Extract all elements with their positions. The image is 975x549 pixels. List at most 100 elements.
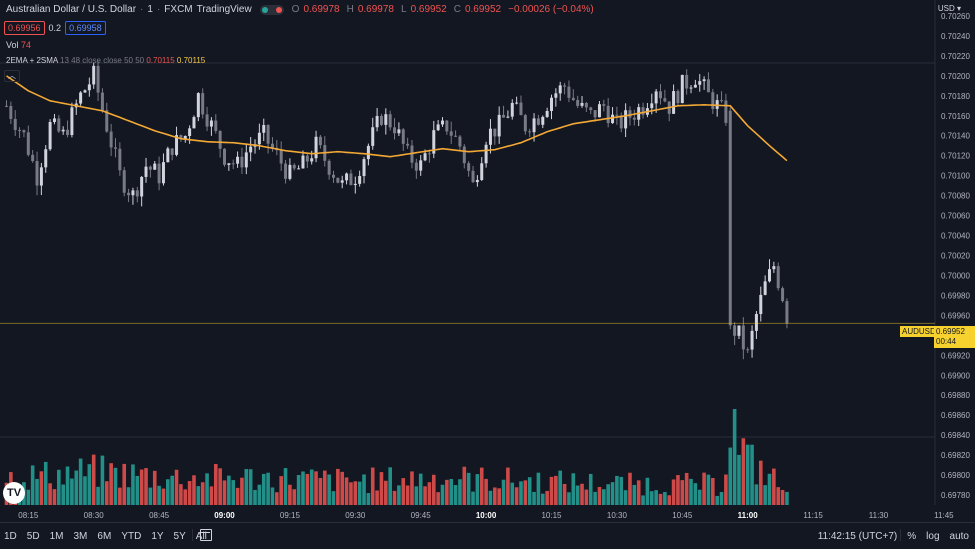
collapse-legend-button[interactable]: ︿ bbox=[4, 70, 20, 82]
candle-body bbox=[288, 164, 292, 179]
candle-body bbox=[87, 84, 91, 91]
clock-timezone[interactable]: 11:42:15 (UTC+7) bbox=[817, 531, 898, 542]
candle-body bbox=[632, 117, 636, 120]
candle-body bbox=[262, 124, 266, 133]
volume-bar bbox=[597, 487, 602, 505]
volume-bar bbox=[43, 461, 48, 505]
range-3m[interactable]: 3M bbox=[73, 531, 88, 542]
volume-bar bbox=[440, 484, 445, 505]
volume-bar bbox=[514, 487, 519, 505]
range-ytd[interactable]: YTD bbox=[121, 531, 142, 542]
volume-bar bbox=[785, 491, 789, 505]
volume-bar bbox=[179, 484, 183, 505]
candle-body bbox=[384, 114, 388, 125]
volume-bar bbox=[336, 468, 340, 505]
candle-body bbox=[170, 148, 174, 155]
candle-body bbox=[13, 118, 17, 131]
volume-bar bbox=[466, 472, 471, 505]
volume-bar bbox=[91, 454, 96, 505]
candle-body bbox=[475, 179, 479, 183]
volume-bar bbox=[349, 482, 353, 505]
indicator-value-1: 0.70115 bbox=[146, 56, 175, 65]
candle-body bbox=[768, 269, 771, 282]
candle-body bbox=[92, 65, 96, 85]
candle-body bbox=[236, 156, 240, 164]
volume-bar bbox=[663, 492, 667, 505]
candle-body bbox=[349, 173, 353, 186]
range-all[interactable]: All bbox=[195, 531, 207, 542]
candle-body bbox=[79, 92, 83, 104]
candle-body bbox=[445, 120, 449, 132]
volume-bar bbox=[61, 484, 65, 505]
candle-body bbox=[340, 180, 344, 183]
ask-price-button[interactable]: 0.69958 bbox=[65, 21, 106, 35]
volume-bar bbox=[261, 473, 266, 505]
candle-body bbox=[257, 132, 261, 145]
volume-bar bbox=[780, 489, 785, 505]
indicator-legend[interactable]: 2EMA + 2SMA 13 48 close close 50 50 0.70… bbox=[6, 56, 205, 65]
candle-body bbox=[379, 115, 383, 125]
ohlc-close-label: C bbox=[453, 4, 461, 15]
indicator-name: 2EMA + 2SMA bbox=[6, 56, 58, 65]
range-6m[interactable]: 6M bbox=[97, 531, 112, 542]
candle-body bbox=[157, 163, 161, 184]
market-status-toggle[interactable] bbox=[259, 4, 284, 15]
percent-scale-toggle[interactable]: % bbox=[907, 531, 917, 542]
volume-bar bbox=[506, 467, 510, 505]
tradingview-logo-icon[interactable]: TV bbox=[3, 482, 25, 504]
volume-bar bbox=[436, 492, 440, 505]
candle-body bbox=[541, 116, 545, 125]
volume-bar bbox=[523, 480, 528, 505]
range-5d[interactable]: 5D bbox=[26, 531, 40, 542]
candle-body bbox=[454, 135, 458, 137]
volume-bar bbox=[418, 473, 423, 505]
bid-price-button[interactable]: 0.69956 bbox=[4, 21, 45, 35]
volume-bar bbox=[283, 468, 288, 505]
range-1m[interactable]: 1M bbox=[49, 531, 64, 542]
log-scale-toggle[interactable]: log bbox=[926, 531, 940, 542]
volume-bar bbox=[654, 490, 658, 505]
volume-bar bbox=[388, 467, 392, 505]
range-1y[interactable]: 1Y bbox=[151, 531, 164, 542]
volume-bar bbox=[174, 469, 179, 505]
candle-body bbox=[523, 115, 527, 132]
volume-bar bbox=[266, 472, 270, 505]
auto-scale-toggle[interactable]: auto bbox=[949, 531, 969, 542]
volume-bar bbox=[697, 489, 702, 505]
candle-body bbox=[358, 176, 362, 184]
symbol-title[interactable]: Australian Dollar / U.S. Dollar bbox=[6, 4, 137, 15]
candle-body bbox=[515, 102, 519, 104]
candle-body bbox=[57, 118, 61, 132]
volume-bar bbox=[449, 479, 454, 505]
price-axis[interactable]: 0.70260 0.70240 0.70220 0.70200 0.70180 0.701… bbox=[941, 12, 970, 500]
candle-body bbox=[292, 164, 296, 169]
volume-legend[interactable]: Vol 74 bbox=[6, 40, 31, 50]
volume-bar bbox=[732, 408, 737, 505]
interval-label[interactable]: 1 bbox=[147, 4, 153, 15]
currency-selector[interactable]: USD ▾ bbox=[938, 4, 961, 13]
volume-bar bbox=[737, 454, 741, 505]
candle-body bbox=[593, 110, 597, 118]
volume-bar bbox=[580, 483, 584, 505]
volume-bar bbox=[392, 490, 397, 505]
volume-bar bbox=[222, 480, 227, 505]
price-chart[interactable]: 0.70260 0.70240 0.70220 0.70200 0.70180 0.701… bbox=[0, 0, 975, 522]
volume-bar bbox=[693, 483, 698, 505]
ohlc-close-value: 0.69952 bbox=[464, 4, 502, 15]
candle-body bbox=[148, 166, 152, 170]
volume-bar bbox=[532, 491, 536, 505]
range-5y[interactable]: 5Y bbox=[173, 531, 186, 542]
volume-bar bbox=[649, 491, 654, 505]
time-tick-label: 11:00 bbox=[738, 511, 759, 520]
volume-bar bbox=[375, 490, 379, 505]
time-axis[interactable]: 08:15 08:30 08:45 09:00 09:15 09:30 09:45 10:00… bbox=[18, 511, 975, 520]
volume-bar bbox=[279, 476, 283, 505]
volume-bar bbox=[213, 463, 218, 505]
candle-body bbox=[183, 135, 187, 140]
calendar-icon[interactable] bbox=[200, 529, 212, 541]
candle-body bbox=[480, 163, 484, 180]
volume-bar bbox=[519, 481, 523, 505]
volume-bar bbox=[501, 479, 506, 505]
range-1d[interactable]: 1D bbox=[4, 531, 17, 542]
candle-body bbox=[244, 152, 248, 168]
